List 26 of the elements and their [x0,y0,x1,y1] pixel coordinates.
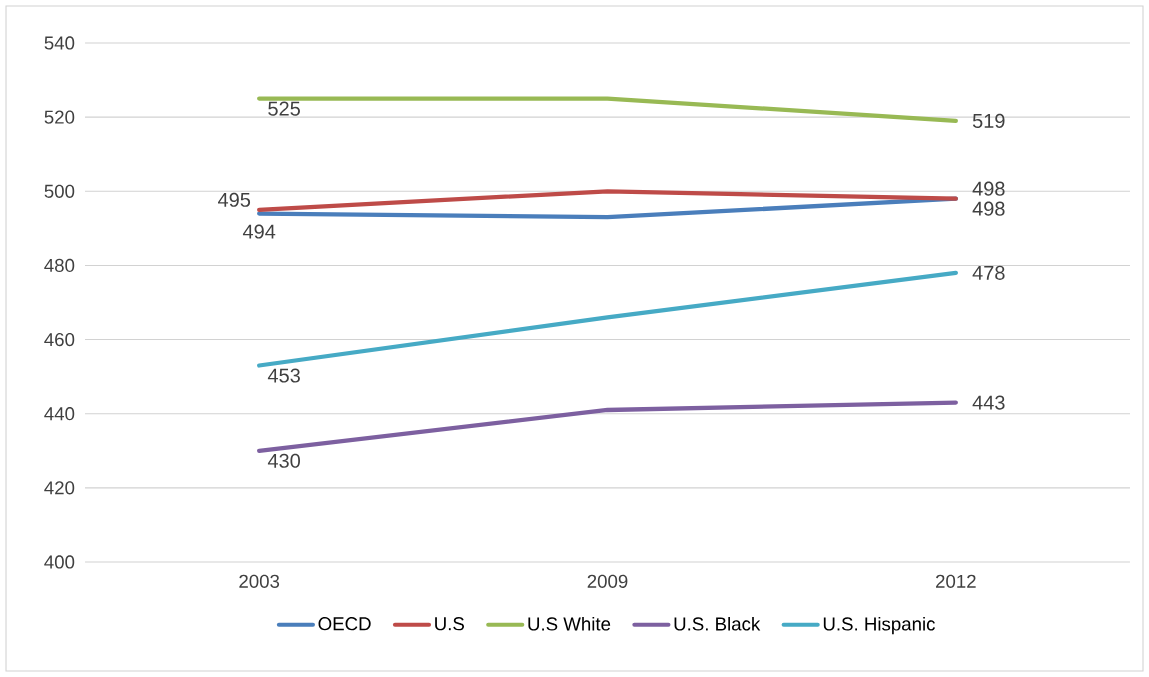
y-tick-label: 540 [44,36,75,50]
data-label: 519 [972,113,1005,128]
x-tick-label: 2009 [587,574,628,588]
y-tick-label: 480 [44,258,75,273]
y-tick-label: 440 [44,407,75,421]
data-label: 498 [972,201,1005,216]
legend-label: U.S [435,617,464,631]
y-tick-label: 420 [44,481,75,495]
legend-label: OECD [318,617,371,631]
data-label: 430 [267,453,301,468]
legend-label: U.S White [528,616,611,631]
data-label: 494 [242,224,276,239]
data-label: 453 [267,368,300,383]
y-tick-label: 460 [44,332,75,347]
data-label: 443 [972,395,1005,410]
y-tick-label: 500 [44,184,75,198]
data-label: 498 [972,181,1005,196]
data-label: 525 [268,101,300,116]
y-tick-label: 400 [44,555,75,569]
x-tick-label: 2003 [239,574,280,588]
legend-label: U.S. Hispanic [823,616,935,635]
data-label: 478 [972,265,1005,280]
y-tick-label: 520 [44,110,75,124]
data-label: 495 [218,192,251,207]
legend-label: U.S. Black [674,616,761,631]
x-tick-label: 2012 [936,574,976,588]
